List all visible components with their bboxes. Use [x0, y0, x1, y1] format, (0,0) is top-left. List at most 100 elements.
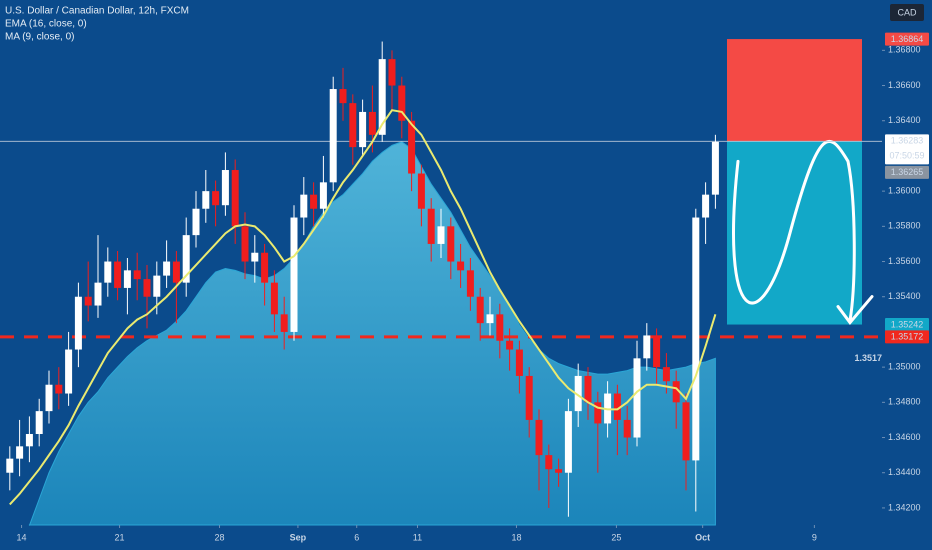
candle-body	[515, 349, 523, 376]
candle-body	[437, 226, 445, 244]
y-tick-label: 1.36600	[888, 80, 921, 90]
candle-body	[329, 89, 337, 183]
legend-entry: EMA (16, close, 0)	[5, 19, 87, 30]
currency-bg	[890, 4, 924, 21]
candle-body	[633, 358, 641, 438]
candle-body	[310, 194, 318, 209]
candle-body	[702, 194, 710, 218]
candle-body	[270, 282, 278, 315]
candle-body	[457, 261, 465, 271]
candle-body	[6, 458, 14, 473]
target-zone	[727, 141, 862, 325]
x-tick-label: Oct	[695, 532, 710, 542]
x-tick-label: 14	[17, 532, 27, 542]
candle-body	[545, 455, 553, 470]
candle-body	[486, 314, 494, 324]
candle-body	[574, 375, 582, 412]
candle-body	[398, 85, 406, 121]
bid-label-bg	[885, 165, 929, 179]
last-price-label: 1.36283	[891, 136, 924, 146]
candle-body	[672, 381, 680, 403]
candle-body	[74, 296, 82, 350]
candle-body	[613, 393, 621, 420]
target-label-bg	[885, 318, 929, 332]
candle-body	[496, 314, 504, 341]
candle-body	[653, 335, 661, 368]
stop-label: 1.36864	[891, 34, 924, 44]
candle-body	[662, 367, 670, 382]
candle-body	[231, 170, 239, 227]
target-label: 1.35242	[891, 319, 924, 329]
candle-body	[408, 120, 416, 174]
candle-body	[506, 340, 514, 350]
candle-body	[55, 384, 63, 394]
candle-body	[525, 375, 533, 420]
y-tick-label: 1.34400	[888, 467, 921, 477]
y-tick-label: 1.34200	[888, 502, 921, 512]
candle-body	[427, 208, 435, 244]
level-label: 1.35172	[891, 332, 924, 342]
price-axis	[882, 0, 932, 550]
candle-body	[359, 111, 367, 148]
candle-body	[123, 270, 131, 288]
countdown: 07:50:59	[889, 151, 924, 161]
x-tick-label: 11	[413, 532, 422, 542]
candle-body	[300, 194, 308, 218]
candle-body	[172, 261, 180, 283]
y-tick-label: 1.36400	[888, 115, 921, 125]
candle-body	[476, 296, 484, 324]
level-annotation: 1.3517	[854, 353, 882, 363]
candle-body	[623, 419, 631, 438]
candle-body	[466, 270, 474, 297]
candle-body	[163, 261, 171, 276]
plot-area	[0, 39, 882, 526]
candle-body	[84, 296, 92, 306]
last-price-box	[885, 134, 929, 165]
candle-body	[133, 270, 141, 280]
candle-body	[564, 411, 572, 473]
stop-zone	[727, 39, 862, 142]
candle-body	[104, 261, 112, 283]
legend-entry: MA (9, close, 0)	[5, 32, 74, 43]
candle-body	[45, 384, 53, 412]
candle-body	[94, 282, 102, 306]
candle-body	[368, 111, 376, 135]
candle-body	[182, 235, 190, 283]
candle-body	[349, 103, 357, 148]
candle-body	[16, 446, 24, 459]
candle-body	[114, 261, 122, 288]
candle-body	[221, 170, 229, 206]
candle-body	[143, 279, 151, 297]
y-tick-label: 1.35600	[888, 256, 921, 266]
candle-body	[192, 208, 200, 236]
x-tick-label: 6	[354, 532, 359, 542]
candle-body	[290, 217, 298, 332]
candle-body	[388, 59, 396, 86]
candle-body	[153, 275, 161, 297]
level-label-bg	[885, 330, 929, 344]
candle-body	[692, 217, 700, 461]
candle-body	[711, 141, 719, 195]
candle-body	[643, 335, 651, 359]
candle-body	[682, 402, 690, 461]
candle-body	[378, 59, 386, 135]
bid-label: 1.36265	[891, 167, 924, 177]
y-tick-label: 1.35400	[888, 291, 921, 301]
currency: CAD	[897, 7, 917, 17]
candle-body	[202, 191, 210, 209]
y-tick-label: 1.34800	[888, 397, 921, 407]
chart-title: U.S. Dollar / Canadian Dollar, 12h, FXCM	[5, 6, 189, 17]
candle-body	[280, 314, 288, 332]
ma-area	[28, 141, 716, 526]
y-tick-label: 1.36800	[888, 45, 921, 55]
x-tick-label: 18	[511, 532, 521, 542]
candle-body	[447, 226, 455, 262]
candle-body	[25, 434, 33, 447]
ema-line	[9, 109, 717, 506]
candle-body	[319, 182, 327, 209]
x-tick-label: Sep	[290, 532, 307, 542]
x-tick-label: 21	[115, 532, 125, 542]
candle-body	[212, 191, 220, 206]
y-tick-label: 1.35000	[888, 362, 921, 372]
